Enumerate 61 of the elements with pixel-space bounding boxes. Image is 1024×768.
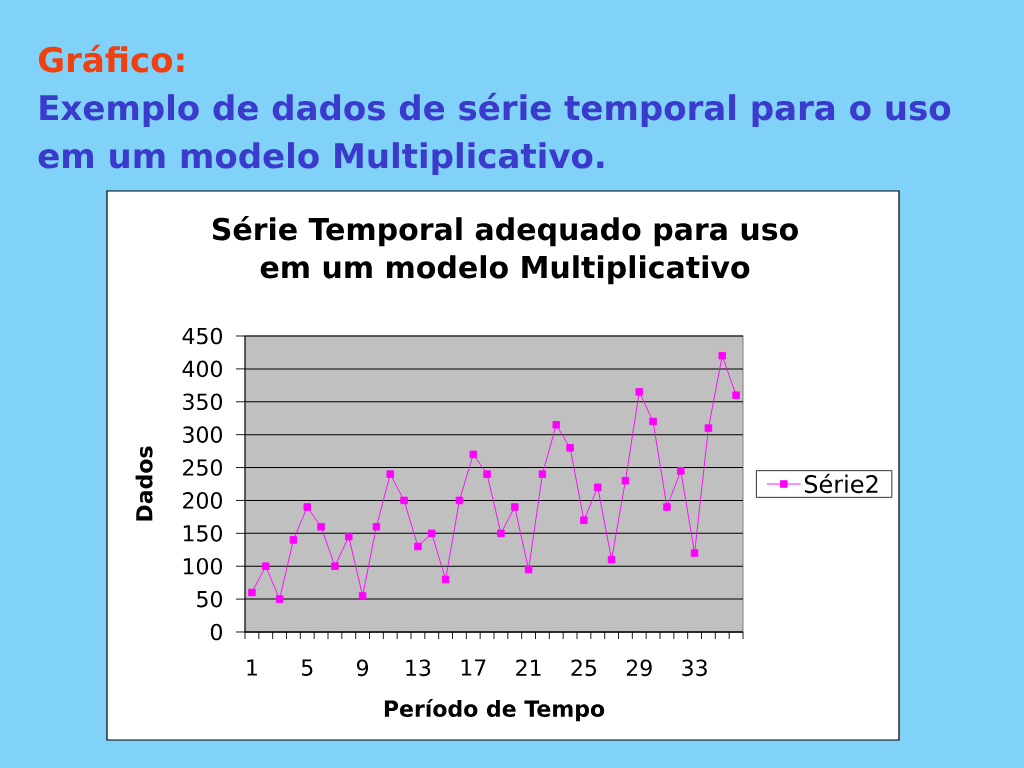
point — [345, 532, 353, 541]
point — [580, 516, 588, 524]
point — [524, 565, 533, 574]
point — [331, 562, 339, 570]
point — [428, 529, 436, 538]
y-tick-label: 350 — [183, 393, 222, 411]
x-tick-label: 9 — [356, 659, 369, 677]
point — [275, 595, 284, 603]
x-tick-label: 1 — [247, 659, 257, 676]
y-tick-label: 150 — [183, 525, 222, 542]
point — [607, 555, 616, 564]
y-tick-label: 100 — [183, 557, 222, 575]
x-tick-label: 25 — [571, 659, 596, 677]
x-tick-label: 17 — [461, 659, 486, 676]
point — [386, 470, 394, 478]
point — [690, 549, 699, 557]
x-tick-label: 29 — [626, 659, 652, 677]
point — [358, 592, 367, 600]
x-tick-label: 21 — [516, 659, 541, 676]
chart-title: Série Temporal adequado para uso em um modelo Multiplicativo — [212, 216, 798, 285]
point — [414, 542, 422, 551]
point — [538, 470, 547, 478]
point — [718, 351, 727, 360]
text: Gráfico: — [38, 44, 184, 73]
text: Exemplo de dados de série temporal para o uso em um modelo Multiplicativo. — [38, 92, 951, 176]
x-tick-label: 5 — [301, 659, 313, 676]
point — [400, 496, 408, 505]
y-axis-title: Dados — [135, 446, 153, 521]
point — [621, 476, 630, 485]
point — [483, 470, 491, 478]
point — [677, 467, 685, 475]
point — [317, 523, 325, 531]
point — [552, 421, 561, 429]
y-tick-label: 300 — [183, 426, 222, 443]
point — [649, 417, 657, 426]
point — [635, 388, 644, 396]
point — [455, 496, 464, 505]
y-tick-label: 200 — [183, 492, 222, 509]
x-tick-label: 13 — [406, 659, 431, 677]
y-tick-label: 450 — [182, 327, 222, 345]
y-tick-label: 250 — [183, 459, 222, 476]
x-tick-label: 33 — [682, 659, 707, 677]
point — [372, 523, 381, 531]
point — [303, 503, 311, 511]
point — [441, 575, 450, 584]
x-axis-title: Período de Tempo — [384, 699, 605, 722]
point — [594, 483, 602, 492]
point — [469, 450, 478, 459]
y-tick-label: 400 — [182, 360, 222, 378]
point — [497, 529, 505, 538]
point — [248, 588, 256, 597]
legend-label: Série2 — [804, 473, 878, 494]
y-tick-label: 50 — [197, 590, 222, 608]
y-tick-label: 0 — [210, 623, 222, 641]
point — [289, 536, 298, 544]
point — [262, 562, 270, 570]
point — [663, 503, 671, 511]
point — [732, 391, 740, 399]
point — [704, 424, 713, 432]
point — [511, 503, 519, 511]
point — [566, 444, 574, 452]
